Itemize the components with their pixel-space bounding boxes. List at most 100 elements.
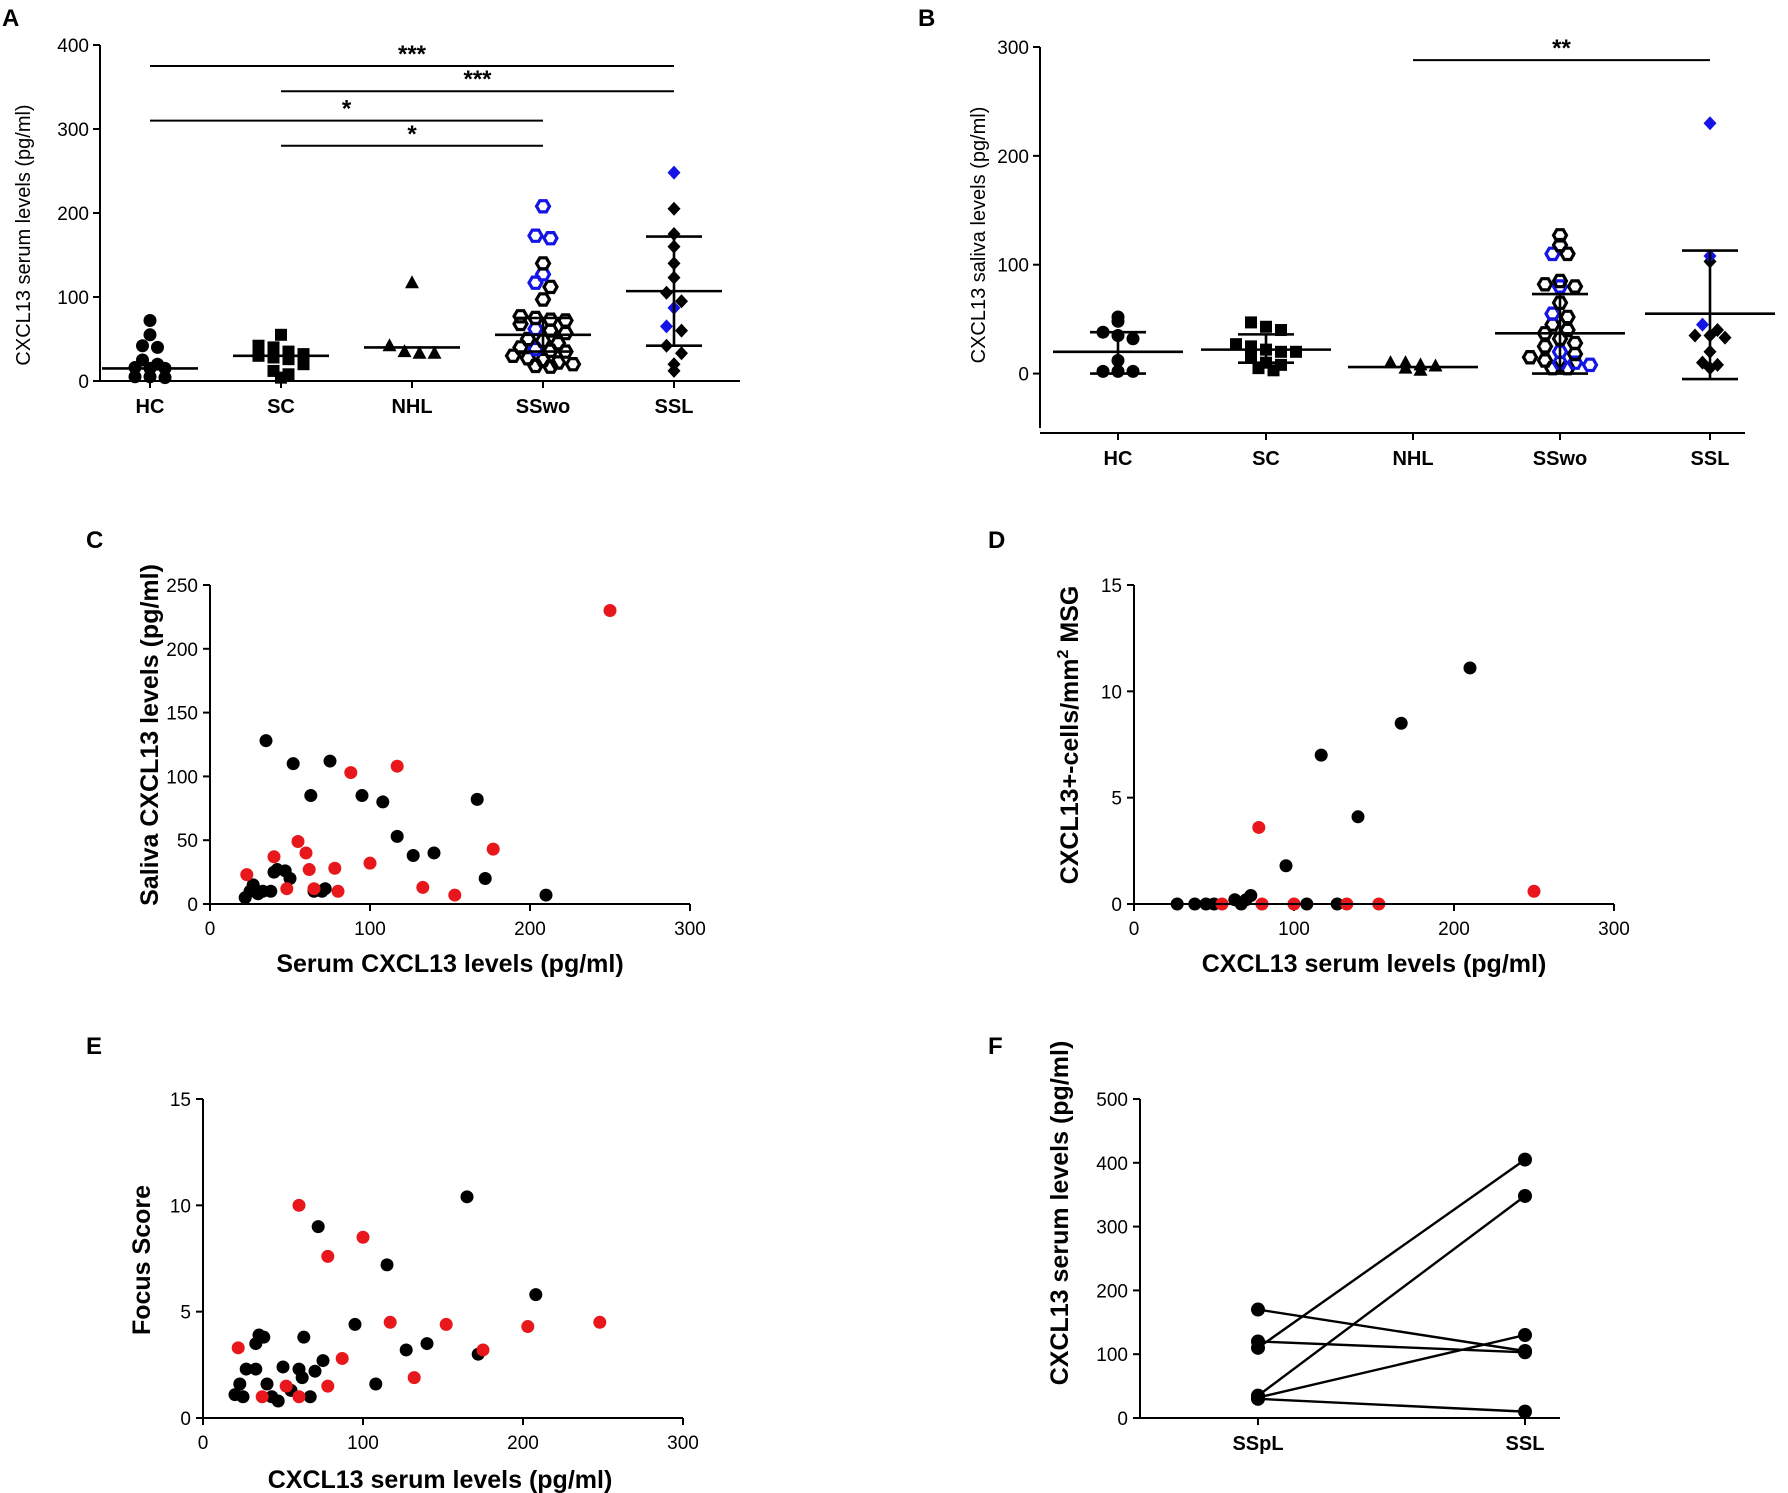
data-point [303, 1390, 317, 1404]
data-point-red [1252, 820, 1266, 834]
data-point [260, 1377, 274, 1391]
data-point [660, 285, 673, 300]
significance-label: *** [463, 66, 492, 93]
y-tick-label: 150 [166, 704, 198, 725]
panel-a: A CXCL13 serum levels (pg/ml) 0 100 200 300… [2, 5, 740, 418]
data-point [239, 1362, 253, 1376]
data-point-red [331, 884, 345, 898]
y-tick-label: 0 [78, 372, 89, 393]
data-point [427, 345, 442, 359]
y-tick-label: 100 [1096, 1345, 1128, 1366]
y-tick-label: 15 [1101, 576, 1122, 597]
series-line [1257, 1308, 1526, 1353]
data-point [143, 314, 157, 328]
y-tick-label: 100 [997, 256, 1029, 277]
data-point [460, 1190, 474, 1204]
y-tick-label: 200 [166, 640, 198, 661]
data-point [1518, 1188, 1532, 1203]
data-point [1251, 1391, 1265, 1406]
panel-d-y-label-main: CXCL13+-cells/mm [1056, 659, 1084, 885]
data-point [1314, 748, 1328, 762]
y-tick-label: 0 [1111, 895, 1122, 916]
data-point [542, 231, 559, 246]
data-point [233, 1377, 247, 1391]
data-point [1696, 355, 1709, 370]
data-point-red [448, 888, 462, 902]
data-point [1711, 357, 1724, 372]
data-point-red [1527, 884, 1541, 898]
significance-label: * [342, 96, 352, 123]
data-point [667, 357, 681, 372]
data-point [675, 294, 688, 309]
data-point [406, 849, 420, 863]
data-point [667, 201, 681, 216]
y-tick-label: 15 [170, 1090, 191, 1111]
data-point [249, 1362, 263, 1376]
data-point [412, 345, 427, 359]
x-category-label: HC [136, 396, 165, 418]
data-point [1275, 345, 1287, 358]
x-category-label: SSL [1691, 448, 1730, 470]
data-point [1688, 328, 1702, 343]
data-point [1245, 351, 1257, 364]
data-point [399, 1343, 413, 1357]
data-point [1260, 320, 1272, 333]
x-category-label: NHL [391, 396, 432, 418]
data-point [405, 275, 419, 289]
data-point [675, 323, 688, 338]
data-point [1290, 345, 1302, 358]
data-point [1718, 330, 1732, 345]
data-point [264, 884, 278, 898]
data-point [316, 1354, 330, 1368]
y-tick-label: 400 [1096, 1154, 1128, 1175]
data-point-red [299, 846, 313, 860]
data-point [297, 1330, 311, 1344]
x-tick-label: 0 [205, 919, 216, 940]
data-point [1551, 295, 1569, 310]
data-point [478, 871, 492, 885]
data-point-red [291, 834, 305, 848]
data-point [136, 339, 149, 353]
panel-b-y-label: CXCL13 saliva levels (pg/ml) [968, 107, 990, 364]
panel-a-y-label: CXCL13 serum levels (pg/ml) [13, 104, 35, 365]
series-line [1257, 1397, 1526, 1413]
panel-d: D CXCL13+-cells/mm2 MSG CXCL13 serum lev… [988, 527, 1630, 978]
x-category-label: HC [1104, 448, 1133, 470]
data-point [1566, 279, 1584, 294]
y-tick-label: 100 [57, 288, 89, 309]
data-point [1351, 810, 1365, 824]
data-point [1126, 332, 1140, 346]
x-tick-label: 200 [507, 1433, 539, 1454]
series-line [1257, 1158, 1526, 1349]
data-point-red [521, 1320, 535, 1334]
y-tick-label: 0 [187, 895, 198, 916]
data-point [534, 292, 552, 307]
data-point-red [321, 1379, 335, 1393]
data-point-red [476, 1343, 490, 1357]
data-point [427, 846, 441, 860]
data-point-red [363, 856, 377, 870]
data-point [1559, 309, 1576, 325]
data-point-red [390, 759, 404, 773]
data-point [557, 313, 574, 328]
data-point [1230, 338, 1242, 351]
data-point [1518, 1404, 1532, 1419]
x-category-label: SSL [655, 396, 694, 418]
y-tick-label: 400 [57, 36, 89, 57]
data-point [267, 351, 280, 364]
x-tick-label: 100 [354, 919, 386, 940]
data-point [1551, 228, 1569, 243]
panel-a-letter: A [2, 5, 19, 32]
data-point [252, 339, 265, 352]
data-point-red [416, 880, 430, 894]
data-point [1703, 116, 1717, 131]
data-point [1518, 1345, 1532, 1360]
data-point-red [439, 1317, 453, 1331]
y-tick-label: 0 [1117, 1409, 1128, 1430]
data-point-red [328, 861, 342, 875]
data-point [267, 364, 280, 377]
y-tick-label: 300 [57, 120, 89, 141]
y-tick-label: 200 [57, 204, 89, 225]
data-point-red [307, 882, 321, 896]
